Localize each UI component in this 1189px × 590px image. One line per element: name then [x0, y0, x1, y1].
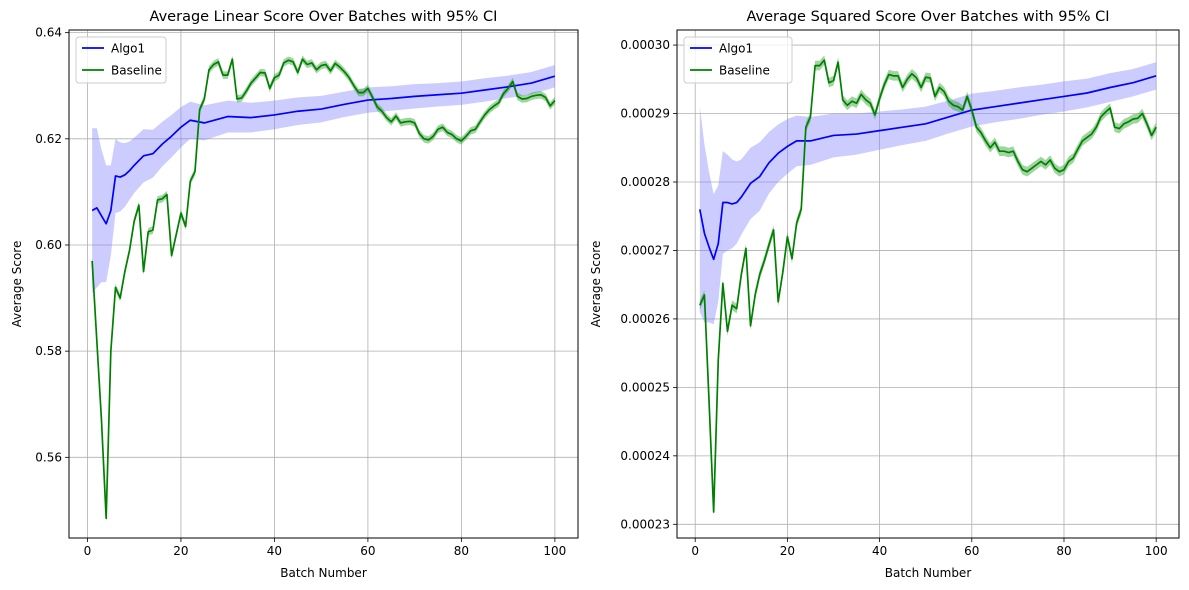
legend: Algo1 Baseline — [75, 36, 167, 84]
y-axis-label: Average Score — [10, 241, 24, 328]
x-tick-label: 20 — [780, 544, 795, 558]
y-tick-label: 0.00028 — [620, 175, 670, 189]
squared-score-chart: Average Squared Score Over Batches with … — [589, 9, 1180, 580]
plot-frame — [676, 29, 1180, 539]
y-tick-label: 0.00030 — [620, 38, 670, 52]
x-tick-label: 40 — [267, 544, 282, 558]
y-tick-label: 0.00025 — [620, 380, 670, 394]
x-tick-label: 100 — [1145, 544, 1168, 558]
y-axis-label: Average Score — [589, 241, 603, 328]
legend-label-baseline: Baseline — [719, 64, 770, 78]
y-tick-label: 0.60 — [35, 238, 62, 252]
legend-label-algo1: Algo1 — [719, 42, 753, 56]
x-tick-label: 80 — [1056, 544, 1071, 558]
x-tick-label: 100 — [543, 544, 566, 558]
series-line-baseline — [699, 59, 1157, 513]
y-tick-label: 0.62 — [35, 132, 62, 146]
x-tick-label: 20 — [173, 544, 188, 558]
series-line-algo1 — [91, 75, 556, 225]
y-tick-label: 0.00027 — [620, 243, 670, 257]
y-tick-label: 0.56 — [35, 450, 62, 464]
x-tick-label: 0 — [84, 544, 92, 558]
linear-score-chart: Average Linear Score Over Batches with 9… — [10, 9, 579, 580]
y-tick-label: 0.00029 — [620, 107, 670, 121]
x-tick-label: 0 — [691, 544, 699, 558]
legend-label-algo1: Algo1 — [111, 42, 145, 56]
y-tick-label: 0.00026 — [620, 312, 670, 326]
y-tick-label: 0.64 — [35, 26, 62, 40]
y-tick-label: 0.58 — [35, 344, 62, 358]
chart-title: Average Squared Score Over Batches with … — [746, 9, 1109, 25]
y-tick-label: 0.00024 — [620, 449, 670, 463]
chart-title: Average Linear Score Over Batches with 9… — [150, 9, 498, 25]
legend: Algo1 Baseline — [683, 36, 793, 84]
x-tick-label: 40 — [872, 544, 887, 558]
legend-label-baseline: Baseline — [111, 64, 162, 78]
x-tick-label: 60 — [964, 544, 979, 558]
plot-frame — [68, 29, 579, 539]
x-tick-label: 80 — [454, 544, 469, 558]
ci-band-algo1 — [699, 62, 1157, 325]
y-tick-label: 0.00023 — [620, 517, 670, 531]
series-line-baseline — [91, 58, 556, 520]
series-line-algo1 — [698, 75, 1157, 261]
x-axis-label: Batch Number — [885, 566, 972, 580]
x-axis-label: Batch Number — [280, 566, 367, 580]
x-tick-label: 60 — [360, 544, 375, 558]
